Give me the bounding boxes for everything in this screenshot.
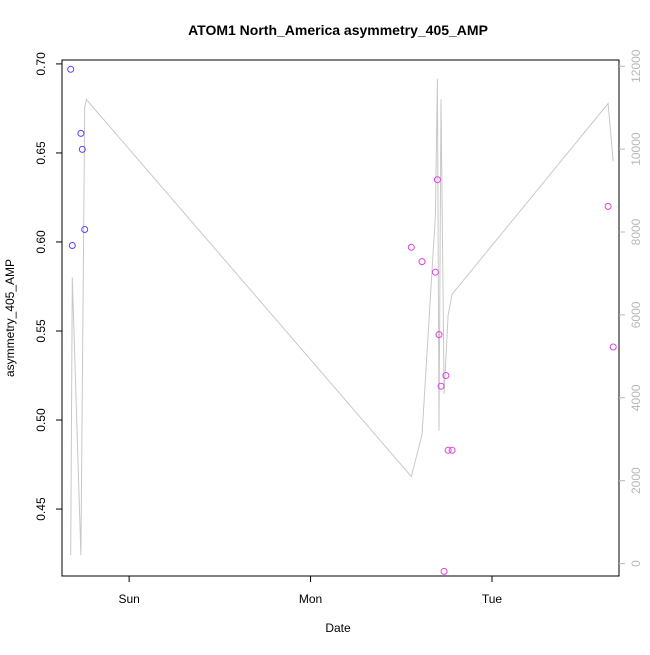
x-axis: Sun Mon Tue: [118, 576, 502, 606]
data-point: [609, 343, 617, 351]
y-tick-label: 0.50: [34, 408, 48, 432]
y-tick-label: 0.60: [34, 230, 48, 254]
data-point: [81, 226, 89, 233]
y-axis-label: asymmetry_405_AMP: [3, 259, 17, 377]
y-axis-left: 0.45 0.50 0.55 0.60 0.65 0.70: [34, 52, 62, 521]
data-point: [604, 202, 612, 210]
series-line: [70, 78, 614, 556]
x-tick-label: Mon: [299, 592, 322, 606]
x-tick-label: Tue: [482, 592, 503, 606]
y-axis-right: 0 2000 4000 6000 8000 10000 12000: [619, 49, 643, 567]
data-point: [440, 567, 448, 575]
y-tick-label: 0.55: [34, 319, 48, 343]
series-points-group: [67, 65, 617, 575]
data-point: [437, 382, 445, 390]
y2-tick-label: 6000: [629, 301, 643, 328]
data-point: [418, 258, 426, 266]
y-tick-label: 0.65: [34, 141, 48, 165]
data-point: [431, 268, 439, 276]
y-tick-label: 0.45: [34, 497, 48, 521]
y2-tick-label: 0: [629, 560, 643, 567]
data-point: [67, 65, 75, 73]
y2-tick-label: 4000: [629, 384, 643, 411]
data-point: [68, 242, 76, 249]
y-tick-label: 0.70: [34, 52, 48, 76]
data-point: [442, 372, 450, 379]
y2-tick-label: 12000: [629, 49, 643, 83]
data-point: [78, 145, 86, 153]
plot-frame: [61, 59, 620, 577]
y2-tick-label: 8000: [629, 218, 643, 245]
x-tick-label: Sun: [118, 592, 139, 606]
series-line-group: [70, 78, 614, 556]
data-point: [77, 129, 85, 137]
y2-tick-label: 2000: [629, 467, 643, 494]
data-point: [448, 446, 456, 454]
data-point: [444, 446, 452, 454]
chart-title: ATOM1 North_America asymmetry_405_AMP: [188, 22, 488, 38]
data-point: [407, 243, 415, 251]
data-point: [435, 331, 443, 339]
y2-tick-label: 10000: [629, 132, 643, 166]
data-point: [433, 176, 441, 184]
x-axis-label: Date: [325, 621, 351, 635]
